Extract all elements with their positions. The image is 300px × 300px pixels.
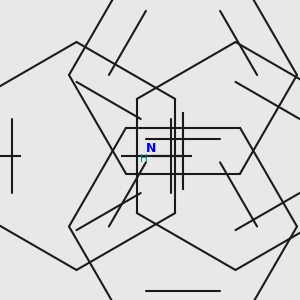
Text: N: N xyxy=(146,142,156,155)
Text: H: H xyxy=(140,154,148,164)
